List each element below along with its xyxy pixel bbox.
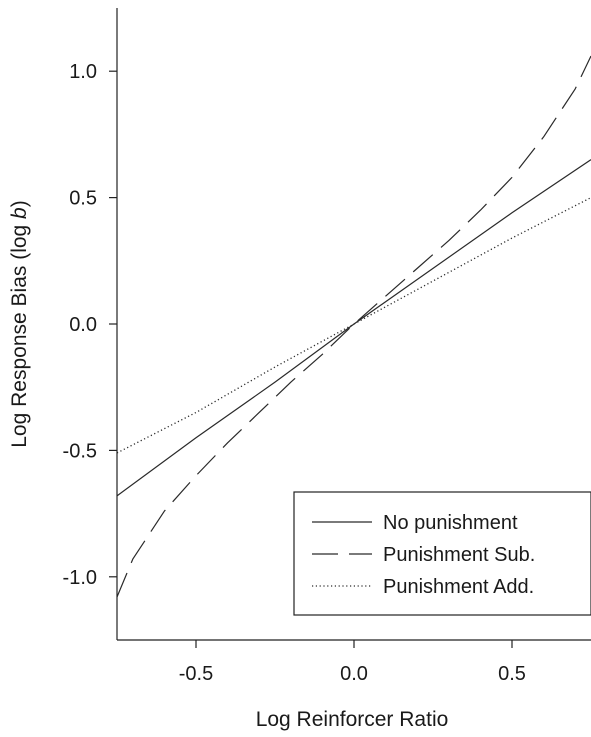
y-tick-label: 0.0 [69,314,97,336]
series-line-solid [116,159,591,497]
legend-label: Punishment Add. [383,576,534,598]
legend: No punishment Punishment Sub. Punishment A… [293,491,591,616]
legend-label: No punishment [383,512,518,534]
series-line-dashed [116,55,591,598]
x-ticks: -0.5 0.0 0.5 [179,640,526,685]
y-axis-title-italic: b [8,207,31,219]
y-axis-title-close: ) [8,200,31,207]
legend-box [293,491,591,616]
x-tick-label: -0.5 [179,663,213,685]
series-layer [116,55,591,598]
series-line-dotted [116,197,591,454]
legend-label: Punishment Sub. [383,544,535,566]
x-axis-title: Log Reinforcer Ratio [256,708,449,731]
plot-area [116,55,591,598]
x-tick-label: 0.5 [498,663,526,685]
y-tick-label: 0.5 [69,188,97,210]
y-tick-label: -1.0 [63,567,97,589]
y-tick-label: 1.0 [69,61,97,83]
y-ticks: -1.0 -0.5 0.0 0.5 1.0 [63,61,117,589]
x-tick-label: 0.0 [340,663,368,685]
y-axis-title: Log Response Bias (log b) [8,200,31,448]
y-tick-label: -0.5 [63,440,97,462]
legend-items: No punishment Punishment Sub. Punishment A… [312,512,535,598]
y-axis-title-main: Log Response Bias (log [8,219,31,448]
